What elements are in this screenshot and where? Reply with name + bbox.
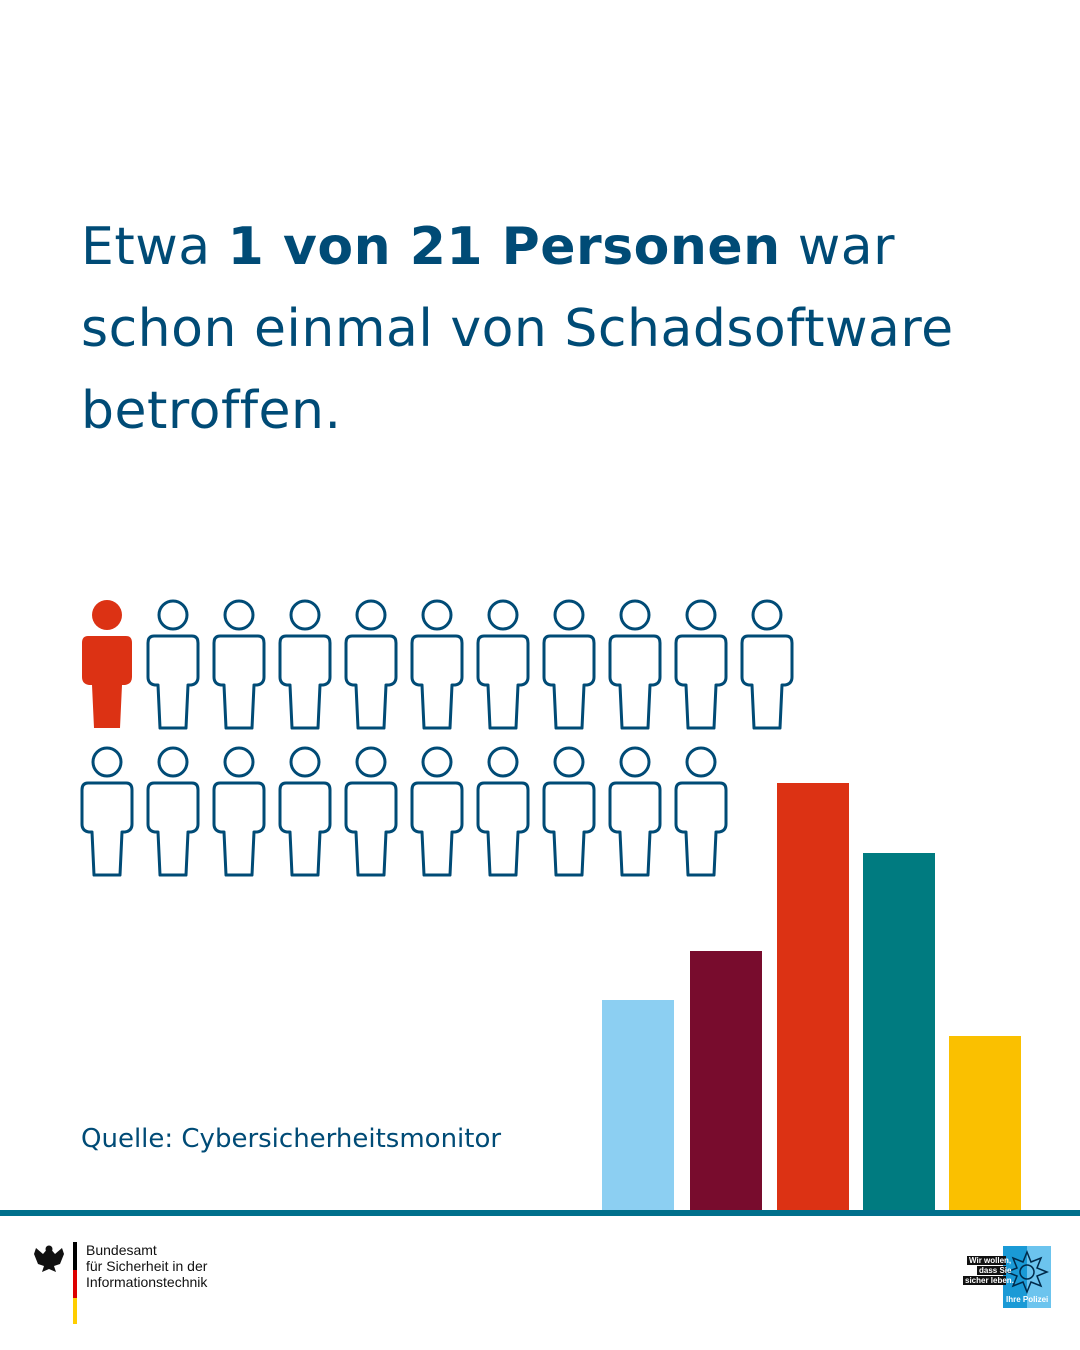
headline-suffix: war schon einmal von Schadsoftware betro… — [81, 217, 954, 441]
person-icon — [476, 599, 530, 730]
bsi-line: Bundesamt — [86, 1242, 157, 1258]
source-note: Quelle: Cybersicherheitsmonitor — [81, 1124, 502, 1154]
person-icon — [212, 746, 266, 877]
person-icon — [344, 746, 398, 877]
decorative-bar — [602, 1000, 674, 1210]
person-icon — [674, 599, 728, 730]
person-icon — [674, 746, 728, 877]
bsi-line: Informationstechnik — [86, 1274, 208, 1290]
bsi-logo — [34, 1242, 77, 1324]
decorative-bar — [949, 1036, 1021, 1210]
police-slogan-line: dass Sie — [979, 1266, 1012, 1275]
person-icon — [80, 746, 134, 877]
person-icon — [146, 599, 200, 730]
footer-divider — [0, 1210, 1080, 1216]
police-star-icon — [1004, 1249, 1050, 1295]
person-icon — [542, 599, 596, 730]
bsi-logo-text: Bundesamt für Sicherheit in der Informat… — [86, 1242, 207, 1290]
federal-eagle-icon — [34, 1245, 64, 1272]
person-icon — [146, 746, 200, 877]
person-icon — [608, 599, 662, 730]
person-icon — [476, 746, 530, 877]
person-icon — [740, 599, 794, 730]
person-icon-affected — [82, 600, 132, 728]
police-slogan-line: Wir wollen, — [969, 1256, 1011, 1265]
headline: Etwa 1 von 21 Personen war schon einmal … — [81, 206, 981, 452]
decorative-bar — [690, 951, 762, 1210]
person-icon — [542, 746, 596, 877]
bsi-line: für Sicherheit in der — [86, 1258, 208, 1274]
person-icon — [278, 746, 332, 877]
headline-prefix: Etwa — [81, 217, 228, 277]
person-icon — [278, 599, 332, 730]
police-logo: Wir wollen, dass Sie sicher leben. Ihre … — [963, 1246, 1051, 1308]
person-icon — [344, 599, 398, 730]
headline-emphasis: 1 von 21 Personen — [227, 217, 781, 277]
person-icon — [608, 746, 662, 877]
person-icon — [212, 599, 266, 730]
police-slogan-line: sicher leben. — [965, 1276, 1014, 1285]
police-brand: Ihre Polizei — [1006, 1295, 1048, 1304]
decorative-bar — [863, 853, 935, 1210]
person-icon — [410, 599, 464, 730]
person-icon — [410, 746, 464, 877]
decorative-bar — [777, 783, 849, 1210]
